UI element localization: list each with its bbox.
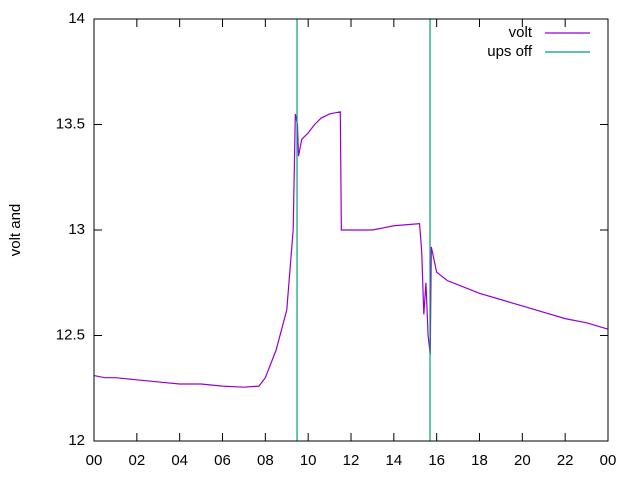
volt-line [93,111,609,388]
x-tick-label: 12 [343,452,360,469]
legend-label: volt [509,24,533,41]
x-tick-label: 14 [385,452,402,469]
x-tick-label: 02 [128,452,145,469]
legend-label: ups off [487,43,533,60]
x-tick-label: 22 [557,452,574,469]
x-tick-label: 16 [428,452,445,469]
x-tick-label: 04 [171,452,188,469]
plot-border [93,18,609,442]
y-tick-label: 14 [68,10,85,27]
y-tick-label: 13 [68,221,85,238]
x-tick-label: 06 [214,452,231,469]
x-tick-label: 00 [600,452,617,469]
y-axis-label: volt and [7,204,24,257]
x-tick-label: 20 [514,452,531,469]
x-tick-label: 18 [471,452,488,469]
x-tick-label: 10 [300,452,317,469]
x-tick-label: 00 [86,452,103,469]
y-tick-label: 12.5 [56,326,85,343]
x-tick-label: 08 [257,452,274,469]
y-tick-label: 13.5 [56,115,85,132]
y-tick-label: 12 [68,432,85,449]
